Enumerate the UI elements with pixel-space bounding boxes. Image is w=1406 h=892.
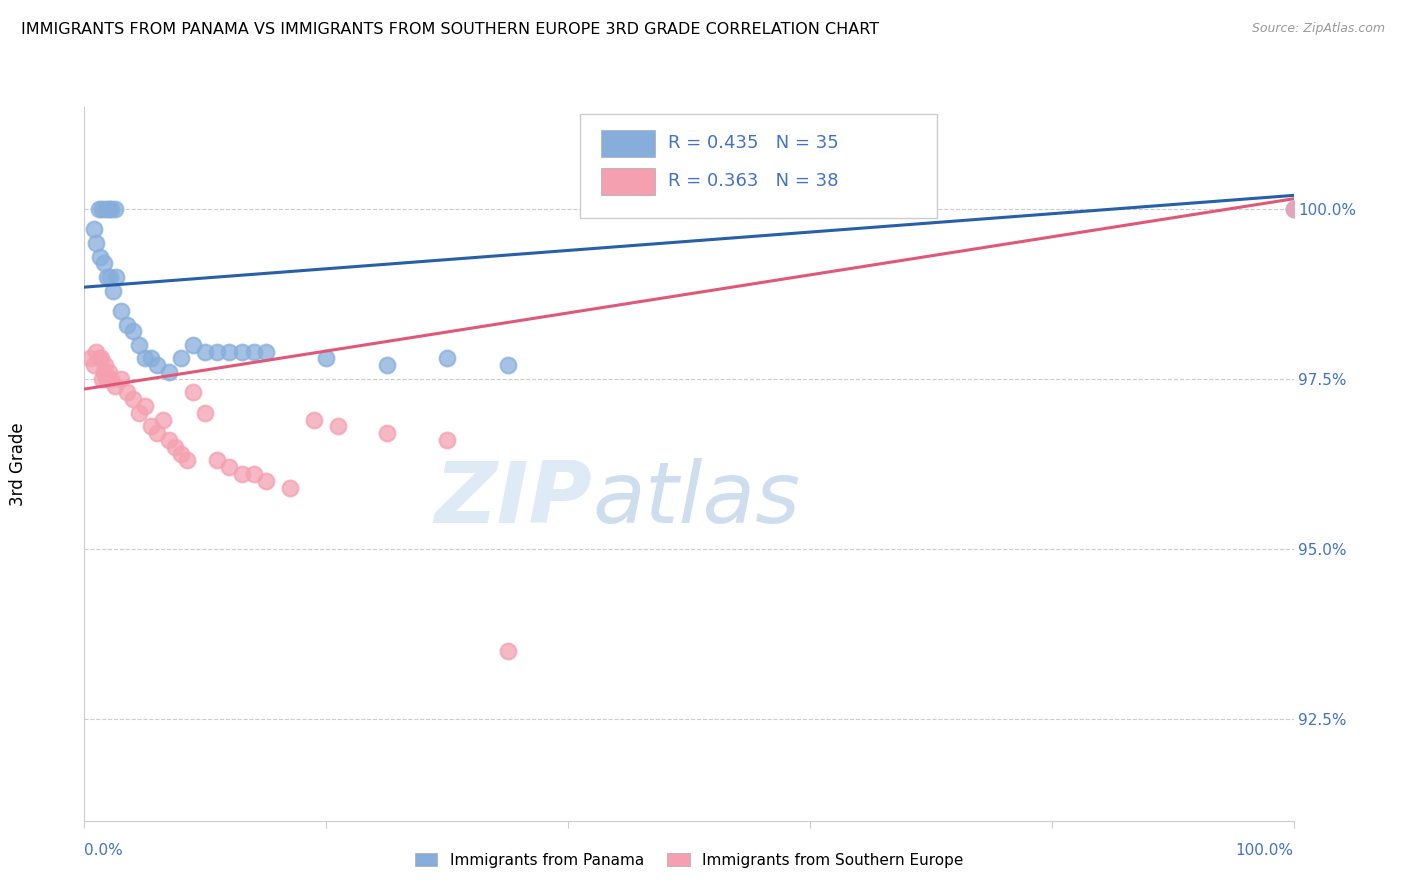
Point: [1282, 202, 1305, 216]
Point: [87, 351, 110, 366]
Point: [121, 324, 143, 338]
Point: [218, 344, 240, 359]
Point: [207, 453, 229, 467]
Point: [86, 235, 108, 250]
Point: [100, 372, 122, 386]
Text: 100.0%: 100.0%: [1236, 843, 1294, 858]
Point: [231, 344, 253, 359]
Point: [375, 359, 398, 373]
Point: [94, 372, 117, 386]
FancyBboxPatch shape: [600, 130, 655, 157]
Text: Source: ZipAtlas.com: Source: ZipAtlas.com: [1251, 22, 1385, 36]
Text: atlas: atlas: [592, 458, 800, 541]
Point: [91, 202, 114, 216]
Point: [496, 644, 519, 658]
Point: [83, 222, 105, 236]
Point: [139, 419, 162, 434]
Point: [91, 372, 114, 386]
Point: [157, 365, 180, 379]
Point: [375, 426, 398, 441]
Point: [194, 406, 217, 420]
Point: [115, 318, 138, 332]
Point: [146, 426, 169, 441]
Point: [110, 304, 132, 318]
Point: [93, 365, 115, 379]
Text: ZIP: ZIP: [434, 458, 592, 541]
Point: [496, 359, 519, 373]
Point: [181, 385, 204, 400]
Point: [115, 385, 138, 400]
Point: [254, 344, 277, 359]
Point: [302, 412, 325, 426]
Point: [134, 351, 156, 366]
Point: [278, 481, 301, 495]
Point: [231, 467, 253, 481]
Point: [157, 433, 180, 447]
FancyBboxPatch shape: [600, 168, 655, 194]
FancyBboxPatch shape: [581, 114, 936, 218]
Point: [194, 344, 217, 359]
Legend: Immigrants from Panama, Immigrants from Southern Europe: Immigrants from Panama, Immigrants from …: [406, 845, 972, 875]
Point: [436, 433, 458, 447]
Point: [152, 412, 174, 426]
Text: 0.0%: 0.0%: [84, 843, 124, 858]
Point: [93, 256, 115, 270]
Point: [104, 378, 127, 392]
Point: [1282, 202, 1305, 216]
Point: [218, 460, 240, 475]
Point: [207, 344, 229, 359]
Point: [97, 365, 120, 379]
Point: [242, 467, 264, 481]
Text: IMMIGRANTS FROM PANAMA VS IMMIGRANTS FROM SOUTHERN EUROPE 3RD GRADE CORRELATION : IMMIGRANTS FROM PANAMA VS IMMIGRANTS FRO…: [21, 22, 879, 37]
Point: [94, 359, 117, 373]
Point: [96, 269, 118, 284]
Point: [97, 202, 120, 216]
Point: [170, 447, 193, 461]
Point: [98, 269, 121, 284]
Point: [176, 453, 198, 467]
Point: [110, 372, 132, 386]
Point: [134, 399, 156, 413]
Point: [104, 202, 127, 216]
Point: [87, 202, 110, 216]
Text: R = 0.435   N = 35: R = 0.435 N = 35: [668, 135, 839, 153]
Point: [121, 392, 143, 407]
Text: R = 0.363   N = 38: R = 0.363 N = 38: [668, 172, 839, 190]
Point: [90, 351, 112, 366]
Point: [181, 338, 204, 352]
Point: [170, 351, 193, 366]
Point: [328, 419, 350, 434]
Point: [139, 351, 162, 366]
Point: [94, 202, 117, 216]
Point: [104, 269, 127, 284]
Point: [254, 474, 277, 488]
Point: [86, 344, 108, 359]
Point: [436, 351, 458, 366]
Point: [83, 359, 105, 373]
Point: [100, 202, 122, 216]
Point: [79, 351, 101, 366]
Text: 3rd Grade: 3rd Grade: [8, 422, 27, 506]
Point: [315, 351, 337, 366]
Point: [103, 284, 125, 298]
Point: [128, 338, 150, 352]
Point: [165, 440, 187, 454]
Point: [89, 250, 111, 264]
Point: [242, 344, 264, 359]
Point: [128, 406, 150, 420]
Point: [146, 359, 169, 373]
